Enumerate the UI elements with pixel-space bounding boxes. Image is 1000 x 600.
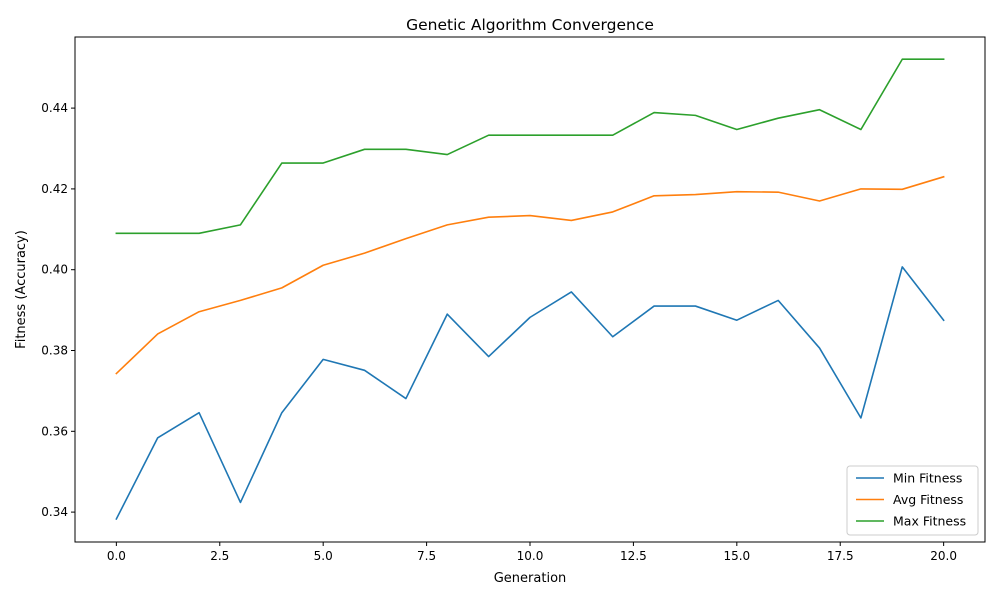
x-tick-label: 17.5 <box>827 549 854 563</box>
y-tick-label: 0.44 <box>41 101 68 115</box>
legend-label-min-fitness: Min Fitness <box>893 471 962 486</box>
series-line-min-fitness <box>115 266 945 521</box>
legend: Min Fitness Avg Fitness Max Fitness <box>846 465 979 536</box>
x-axis-label: Generation <box>494 571 567 586</box>
y-axis-label: Fitness (Accuracy) <box>14 230 29 349</box>
chart-title: Genetic Algorithm Convergence <box>406 16 654 34</box>
x-axis-ticks: 0.0 2.5 5.0 7.5 10.0 12.5 15.0 17.5 20.0 <box>107 542 957 563</box>
x-tick-label: 0.0 <box>107 549 126 563</box>
y-tick-label: 0.38 <box>41 344 68 358</box>
x-tick-label: 20.0 <box>930 549 957 563</box>
x-tick-label: 2.5 <box>210 549 229 563</box>
x-tick-label: 12.5 <box>620 549 647 563</box>
legend-label-avg-fitness: Avg Fitness <box>893 492 963 507</box>
x-tick-label: 10.0 <box>517 549 544 563</box>
series-layer <box>115 58 945 521</box>
series-line-avg-fitness <box>115 175 945 375</box>
legend-box <box>846 465 979 536</box>
y-axis-ticks: 0.34 0.36 0.38 0.40 0.42 0.44 <box>41 101 75 519</box>
y-tick-label: 0.42 <box>41 182 68 196</box>
x-tick-label: 15.0 <box>723 549 750 563</box>
y-tick-label: 0.34 <box>41 505 68 519</box>
plot-area-frame <box>74 36 986 543</box>
x-tick-label: 5.0 <box>314 549 333 563</box>
series-line-max-fitness <box>115 58 945 235</box>
y-tick-label: 0.40 <box>41 263 68 277</box>
y-tick-label: 0.36 <box>41 424 68 438</box>
x-tick-label: 7.5 <box>417 549 436 563</box>
legend-label-max-fitness: Max Fitness <box>893 514 966 529</box>
